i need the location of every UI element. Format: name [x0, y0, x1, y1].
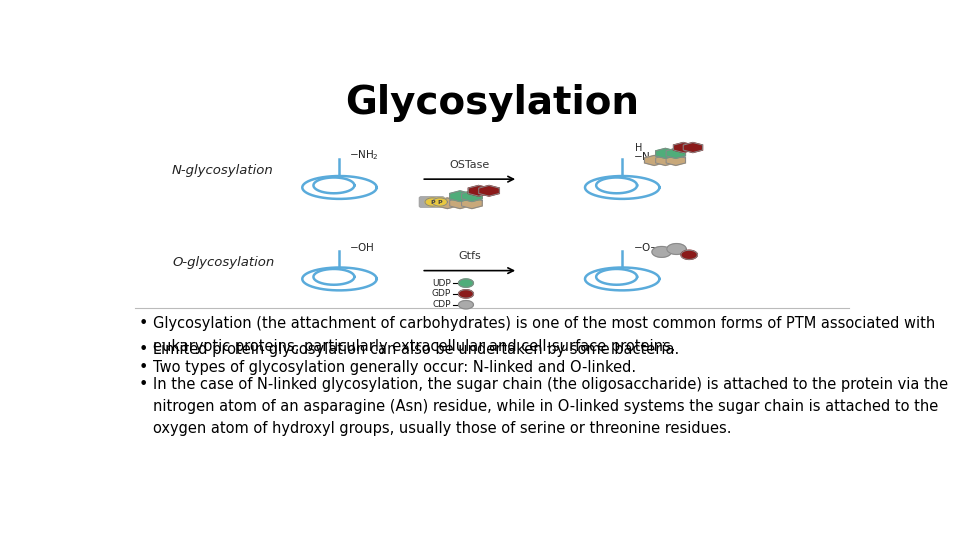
Text: $-$OH: $-$OH — [349, 241, 374, 253]
FancyBboxPatch shape — [420, 197, 444, 207]
Polygon shape — [449, 198, 470, 208]
Text: •: • — [138, 377, 148, 392]
Text: $-$O$-$: $-$O$-$ — [634, 241, 660, 253]
Polygon shape — [462, 198, 482, 208]
Text: $-$N$-$: $-$N$-$ — [634, 150, 660, 161]
Text: Gtfs: Gtfs — [458, 252, 481, 261]
Polygon shape — [459, 290, 473, 298]
Text: O-glycosylation: O-glycosylation — [172, 256, 275, 269]
Text: In the case of N-linked glycosylation, the sugar chain (the oligosaccharide) is : In the case of N-linked glycosylation, t… — [154, 377, 948, 436]
Text: P: P — [438, 199, 443, 205]
Text: N-glycosylation: N-glycosylation — [172, 164, 274, 177]
Text: CDP: CDP — [433, 300, 451, 309]
Text: Glycosylation (the attachment of carbohydrates) is one of the most common forms : Glycosylation (the attachment of carbohy… — [154, 316, 936, 354]
Text: $-$NH$_2$: $-$NH$_2$ — [349, 148, 379, 161]
Polygon shape — [684, 143, 703, 152]
Polygon shape — [656, 156, 675, 165]
Text: •: • — [138, 316, 148, 332]
Polygon shape — [425, 198, 440, 206]
Polygon shape — [437, 198, 458, 208]
Polygon shape — [462, 191, 482, 201]
Polygon shape — [666, 148, 685, 158]
Polygon shape — [666, 156, 685, 165]
Polygon shape — [667, 244, 686, 254]
Polygon shape — [652, 246, 671, 258]
Polygon shape — [459, 279, 473, 287]
Text: Glycosylation: Glycosylation — [345, 84, 639, 122]
Text: UDP: UDP — [432, 279, 451, 288]
Polygon shape — [681, 250, 697, 259]
Polygon shape — [644, 156, 664, 165]
Polygon shape — [479, 185, 499, 196]
Polygon shape — [674, 143, 693, 152]
Polygon shape — [433, 198, 447, 206]
Polygon shape — [656, 148, 675, 158]
Text: P: P — [430, 199, 435, 205]
Text: •: • — [138, 360, 148, 375]
Text: H: H — [635, 143, 642, 153]
Text: Limited protein glycosylation can also be undertaken by some bacteria.: Limited protein glycosylation can also b… — [154, 342, 680, 357]
Polygon shape — [459, 301, 473, 309]
Text: OSTase: OSTase — [449, 160, 490, 170]
Text: •: • — [138, 342, 148, 357]
Text: Two types of glycosylation generally occur: N-linked and O-linked.: Two types of glycosylation generally occ… — [154, 360, 636, 375]
Polygon shape — [449, 191, 470, 201]
Polygon shape — [468, 185, 489, 196]
Text: GDP: GDP — [432, 289, 451, 299]
